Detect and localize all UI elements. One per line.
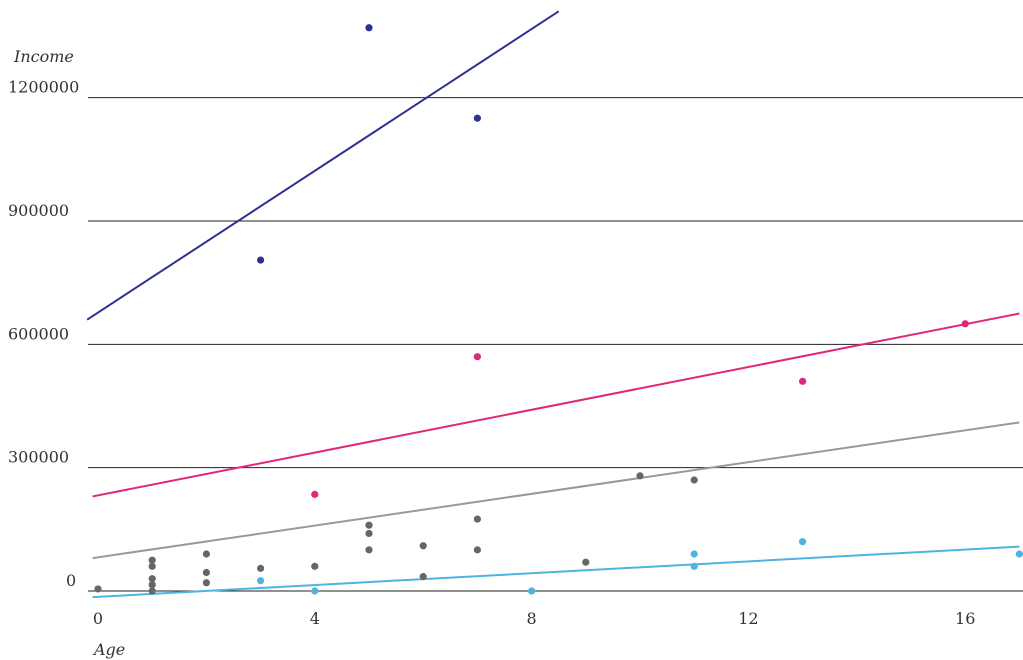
data-point (636, 472, 644, 480)
data-point (257, 564, 265, 572)
data-point (473, 353, 481, 361)
x-tick-label: 8 (527, 609, 537, 628)
data-point (202, 568, 210, 577)
y-tick-label: 900000 (8, 201, 69, 220)
data-point (528, 587, 536, 595)
y-tick-label: 600000 (8, 324, 69, 343)
data-point (148, 575, 156, 583)
y-axis-title: Income (13, 47, 74, 66)
data-point (148, 556, 156, 564)
data-point (311, 490, 319, 498)
fit-lines (86, 10, 1020, 599)
data-point (961, 320, 969, 328)
data-point (148, 562, 156, 570)
data-points (94, 24, 1023, 595)
y-tick-labels: 0 300000 600000 900000 1200000 (8, 78, 79, 590)
gridlines (88, 97, 1023, 592)
data-point (365, 24, 373, 32)
data-point (148, 581, 156, 589)
data-point (257, 256, 265, 264)
data-point (365, 546, 373, 554)
x-tick-label: 4 (310, 609, 320, 628)
fit-line (92, 421, 1020, 560)
data-point (473, 515, 481, 523)
x-tick-label: 16 (955, 609, 975, 628)
fit-line (86, 10, 560, 321)
data-point (582, 558, 590, 566)
data-point (690, 550, 698, 558)
x-tick-label: 12 (738, 609, 758, 628)
data-point (473, 546, 481, 554)
x-axis-title: Age (92, 640, 125, 659)
data-point (202, 550, 210, 558)
data-point (419, 542, 427, 550)
data-point (148, 587, 156, 595)
data-point (365, 529, 373, 538)
fit-line (92, 312, 1020, 498)
fit-line (92, 545, 1020, 599)
data-point (94, 585, 102, 593)
data-point (365, 521, 373, 529)
data-point (690, 476, 698, 484)
data-point (311, 562, 319, 570)
data-point (311, 587, 319, 595)
y-tick-label: 0 (66, 571, 76, 590)
data-point (257, 577, 265, 585)
data-point (799, 538, 807, 546)
data-point (799, 377, 807, 385)
x-tick-label: 0 (93, 609, 103, 628)
data-point (690, 562, 698, 570)
data-point (1015, 550, 1023, 558)
data-point (202, 579, 210, 587)
y-tick-label: 1200000 (8, 78, 79, 97)
y-tick-label: 300000 (8, 448, 69, 467)
data-point (473, 114, 481, 122)
data-point (419, 573, 427, 581)
x-tick-labels: 0 4 8 12 16 (93, 609, 975, 628)
